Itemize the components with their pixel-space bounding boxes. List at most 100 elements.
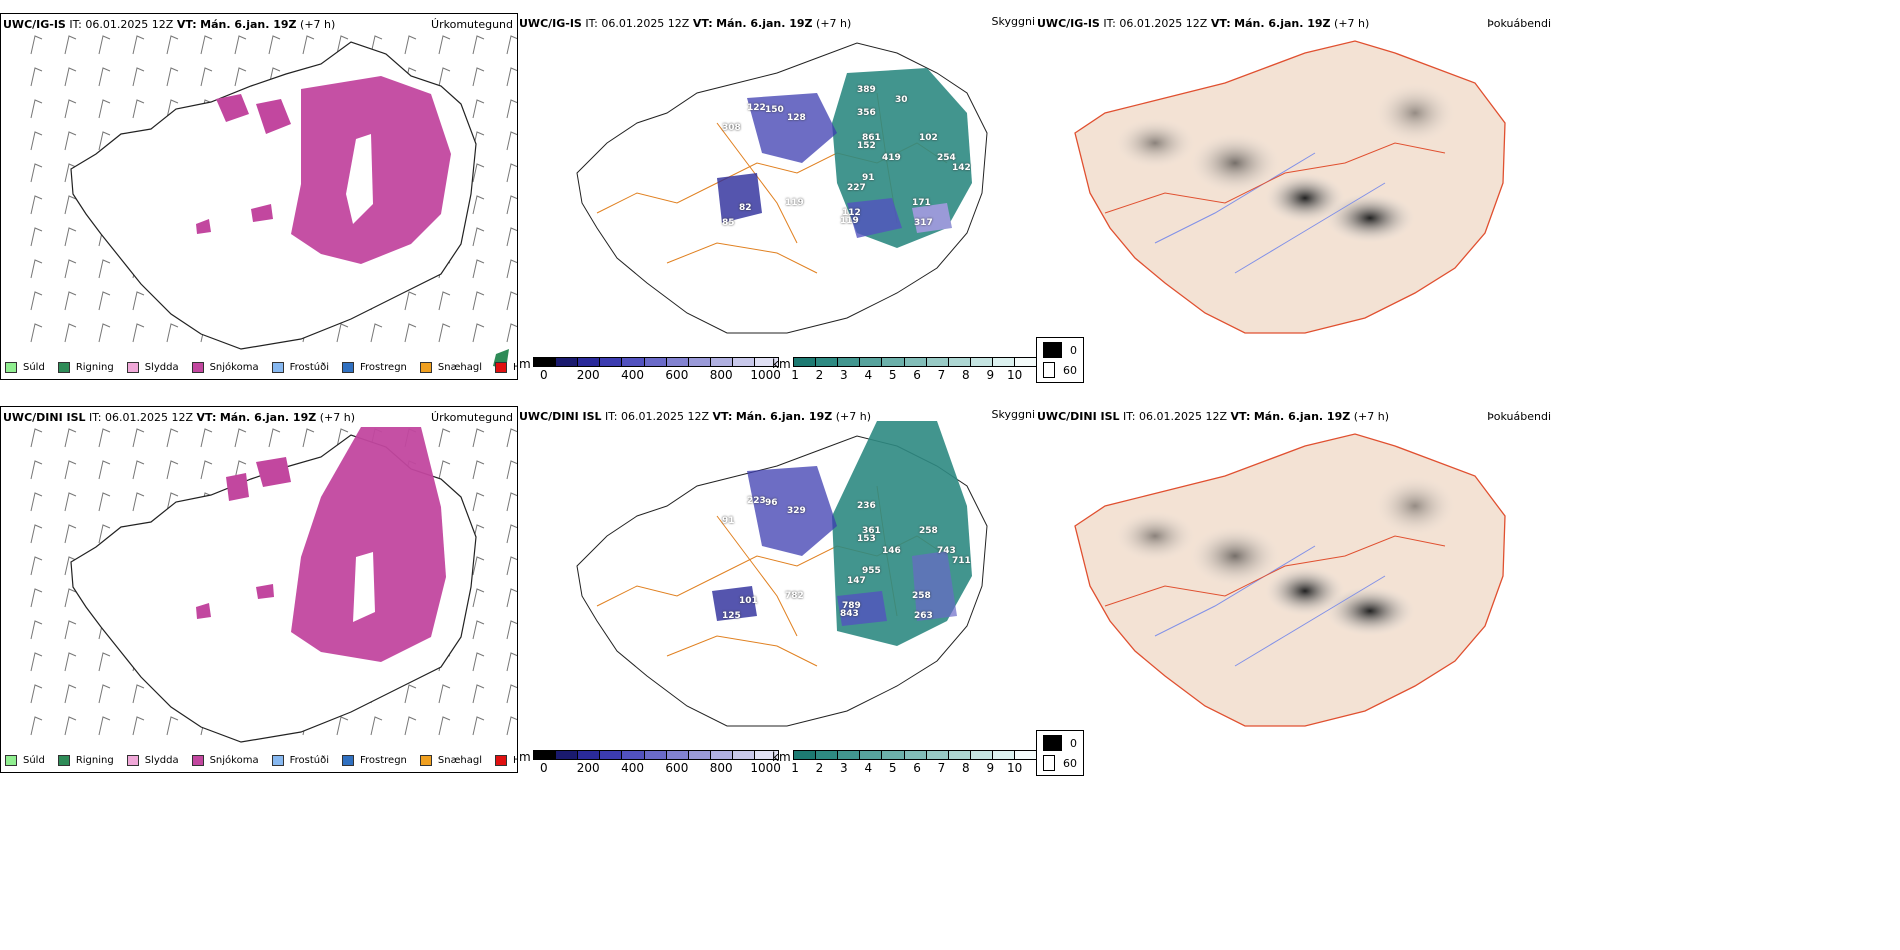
colorbar-cell [733,358,756,366]
legend-swatch [342,362,354,373]
wind-barb [30,492,43,512]
wind-barb [336,716,349,736]
wind-barb [506,524,517,544]
wind-barb [132,716,145,736]
fog-legend-label: 60 [1063,363,1077,377]
wind-barb [64,716,77,736]
legend-label: Snjókoma [209,362,259,373]
wind-barb [132,684,145,704]
low-cloud-area [717,173,762,223]
fog-legend-item: 0 [1043,342,1077,358]
wind-barb [166,323,179,343]
wind-barb [98,323,111,343]
panel-name: Úrkomutegund [431,411,513,424]
panel-name: Þokuábendi [1487,410,1551,423]
wind-barb [64,195,77,215]
wind-barb [506,620,517,640]
colorbar-cell [837,358,861,366]
colorbar-cell [948,751,972,759]
legend-item: Snæhagl [419,362,482,373]
wind-barb [506,652,517,672]
wind-barb [506,259,517,279]
wind-barb [166,460,179,480]
low-cloud-area [747,93,837,163]
legend-swatch [126,362,139,373]
legend-label: Rigning [75,362,114,373]
wind-barb [336,35,349,55]
wind-barb [98,460,111,480]
wind-barb [30,684,43,704]
snow-patch [196,603,211,619]
wind-barb [370,716,383,736]
wind-barb [438,35,451,55]
colorbar-tick: 200 [576,761,600,773]
fog-legend-item: 60 [1043,755,1077,771]
colorbar-cell [555,751,579,759]
colorbar-cell [622,358,645,366]
wind-barb [132,67,145,87]
legend-label: Frostúði [289,362,329,373]
cloud-base-label: 254 [937,153,956,163]
colorbar-cell [837,751,861,759]
cloud-base-label: 389 [857,85,876,95]
colorbar-tick: 10 [1007,368,1023,380]
cloud-base-label: 122 [747,103,766,113]
wind-barb [64,460,77,480]
colorbar-cell [666,751,689,759]
wind-barb [302,428,315,448]
fog-legend-label: 60 [1063,756,1077,770]
colorbar-tick: 600 [665,368,689,380]
legend-item: Slydda [126,362,179,373]
colorbar-tick: 0 [539,761,548,773]
colorbar-unit: km [772,750,791,764]
colorbar-tick: 400 [621,368,644,380]
wind-barb [472,291,485,311]
fog-legend-swatch [1043,755,1055,771]
wind-barb [30,716,43,736]
colorbar-cell [882,358,905,366]
wind-barb [268,428,281,448]
wind-barb [64,131,77,151]
colorbar-cell [860,751,883,759]
colorbar-cell [711,751,734,759]
river-network [1154,152,1386,274]
fog-blob [1265,566,1345,616]
colorbar-cell [688,358,712,366]
visibility-colorbar: km 1 2 3 4 5 6 7 8 9 10 [772,357,1037,380]
wind-barb [30,227,43,247]
wind-barb [472,620,485,640]
wind-barb [30,460,43,480]
ceiling-colorbar: m 0 200 400 600 800 1000 [519,357,781,380]
cloud-base-label: 743 [937,546,956,556]
legend-item: Slydda [126,755,179,766]
colorbar-tick: 9 [986,761,995,773]
legend-swatch [495,362,508,373]
wind-barb [30,99,43,119]
panel-name: Skyggni [991,408,1035,421]
wind-barb [404,323,417,343]
iceland-precip-map [30,35,517,369]
precip-type-panel-row2: UWC/DINI ISL IT: 06.01.2025 12Z VT: Mán.… [0,406,518,773]
wind-barb [472,227,485,247]
colorbar-cell [971,358,994,366]
wind-barb [64,524,77,544]
legend-label: Frostregn [360,362,407,373]
colorbar-cell [555,358,579,366]
colorbar-tick: 3 [840,368,848,380]
colorbar-cell [688,751,712,759]
wind-barb [404,716,417,736]
colorbar-tick: 0 [539,368,548,380]
wind-barb [64,588,77,608]
cloud-base-label: 147 [847,576,866,586]
cloud-base-label: 789 [842,601,861,611]
wind-barb [64,620,77,640]
wind-barb [506,291,517,311]
legend-label: Frostregn [360,755,407,766]
wind-barb [30,323,43,343]
colorbar-tick: 6 [913,368,921,380]
colorbar-tick: 2 [815,368,824,380]
fog-legend-label: 0 [1070,343,1077,357]
wind-barb [234,67,247,87]
wind-barb [472,588,485,608]
colorbar-tick: 10 [1007,761,1023,773]
